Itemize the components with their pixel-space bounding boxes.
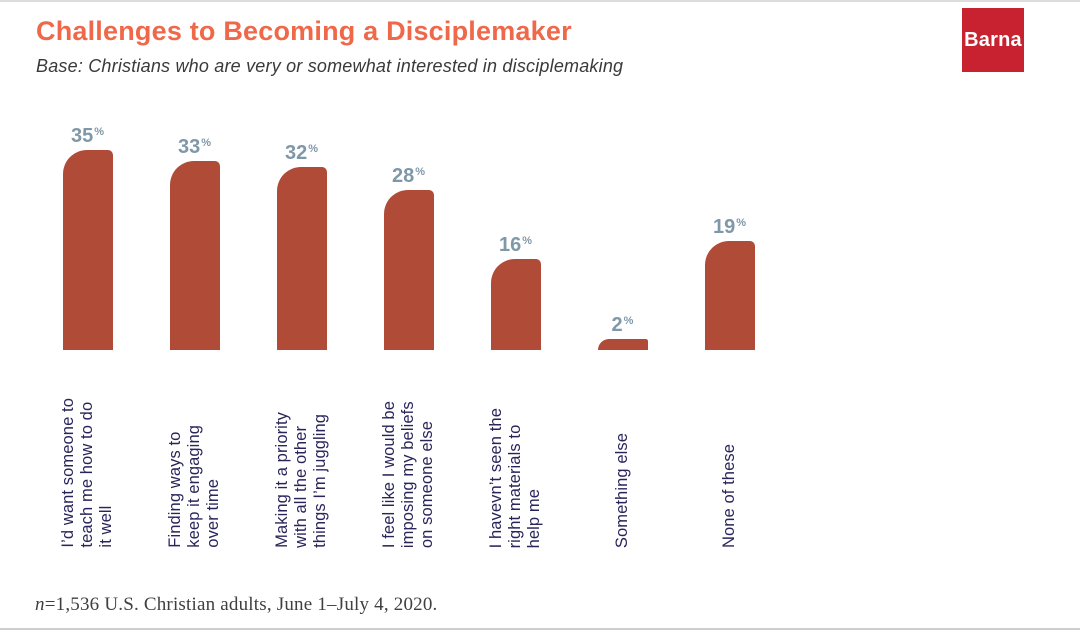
category-label-wrap: None of these [676, 360, 783, 548]
category-label: I feel like I would be imposing my belie… [380, 400, 436, 548]
bar-value-number: 33 [177, 136, 201, 158]
category-label-wrap: Finding ways to keep it engaging over ti… [141, 360, 248, 548]
percent-sign: % [522, 235, 533, 247]
footnote-n-symbol: n [35, 594, 45, 615]
top-divider [0, 0, 1080, 2]
chart-column: 2% Something else [569, 120, 676, 550]
category-label: None of these [720, 443, 738, 548]
bar-stack: 33% [141, 137, 248, 350]
sample-footnote: n=1,536 U.S. Christian adults, June 1–Ju… [35, 594, 438, 616]
bottom-divider [0, 628, 1080, 630]
bar-value-label: 28% [392, 166, 425, 186]
bar [276, 167, 327, 350]
category-label: Finding ways to keep it engaging over ti… [166, 425, 222, 548]
category-label: I’d want someone to teach me how to do i… [59, 398, 115, 548]
percent-sign: % [415, 166, 426, 178]
bar [169, 161, 220, 350]
bar [490, 259, 541, 350]
bar [704, 241, 755, 350]
percent-sign: % [623, 315, 634, 327]
bar-value-number: 16 [498, 234, 522, 256]
category-label-wrap: Making it a priority with all the other … [248, 360, 355, 548]
bar-stack: 16% [462, 235, 569, 350]
chart-column: 16% I havevn’t seen the right materials … [462, 120, 569, 550]
bar-value-label: 33% [178, 137, 211, 157]
category-label-wrap: I havevn’t seen the right materials to h… [462, 360, 569, 548]
bar-value-number: 35 [70, 125, 94, 147]
page-subtitle: Base: Christians who are very or somewha… [36, 56, 624, 76]
bar-stack: 2% [569, 315, 676, 350]
bar-value-label: 2% [612, 315, 634, 335]
chart-column: 28% I feel like I would be imposing my b… [355, 120, 462, 550]
bar-stack: 19% [676, 217, 783, 350]
category-label: I havevn’t seen the right materials to h… [487, 407, 543, 548]
bar [383, 190, 434, 350]
bar-stack: 35% [34, 126, 141, 350]
page-title: Challenges to Becoming a Disciplemaker [36, 16, 572, 46]
category-label: Making it a priority with all the other … [273, 412, 329, 548]
category-label: Something else [613, 432, 631, 548]
category-label-wrap: I feel like I would be imposing my belie… [355, 360, 462, 548]
bar [62, 150, 113, 350]
bar-value-number: 2 [611, 314, 623, 336]
footnote-text: =1,536 U.S. Christian adults, June 1–Jul… [44, 594, 438, 615]
bar [597, 339, 648, 350]
percent-sign: % [736, 217, 747, 229]
chart-column: 35% I’d want someone to teach me how to … [34, 120, 141, 550]
bar-value-label: 19% [713, 217, 746, 237]
bar-value-label: 32% [285, 143, 318, 163]
bar-value-number: 19 [712, 216, 736, 238]
bar-value-number: 28 [391, 165, 415, 187]
barna-logo: Barna [962, 8, 1024, 72]
bar-stack: 32% [248, 143, 355, 350]
chart-column: 33% Finding ways to keep it engaging ove… [141, 120, 248, 550]
chart-column: 19% None of these [676, 120, 783, 550]
chart-column: 32% Making it a priority with all the ot… [248, 120, 355, 550]
bar-value-label: 35% [71, 126, 104, 146]
category-label-wrap: Something else [569, 360, 676, 548]
bar-value-number: 32 [284, 142, 308, 164]
percent-sign: % [308, 143, 319, 155]
barna-logo-text: Barna [964, 28, 1022, 51]
bar-chart: 35% I’d want someone to teach me how to … [34, 120, 783, 550]
bar-value-label: 16% [499, 235, 532, 255]
percent-sign: % [94, 126, 105, 138]
category-label-wrap: I’d want someone to teach me how to do i… [34, 360, 141, 548]
bar-stack: 28% [355, 166, 462, 350]
percent-sign: % [201, 137, 212, 149]
